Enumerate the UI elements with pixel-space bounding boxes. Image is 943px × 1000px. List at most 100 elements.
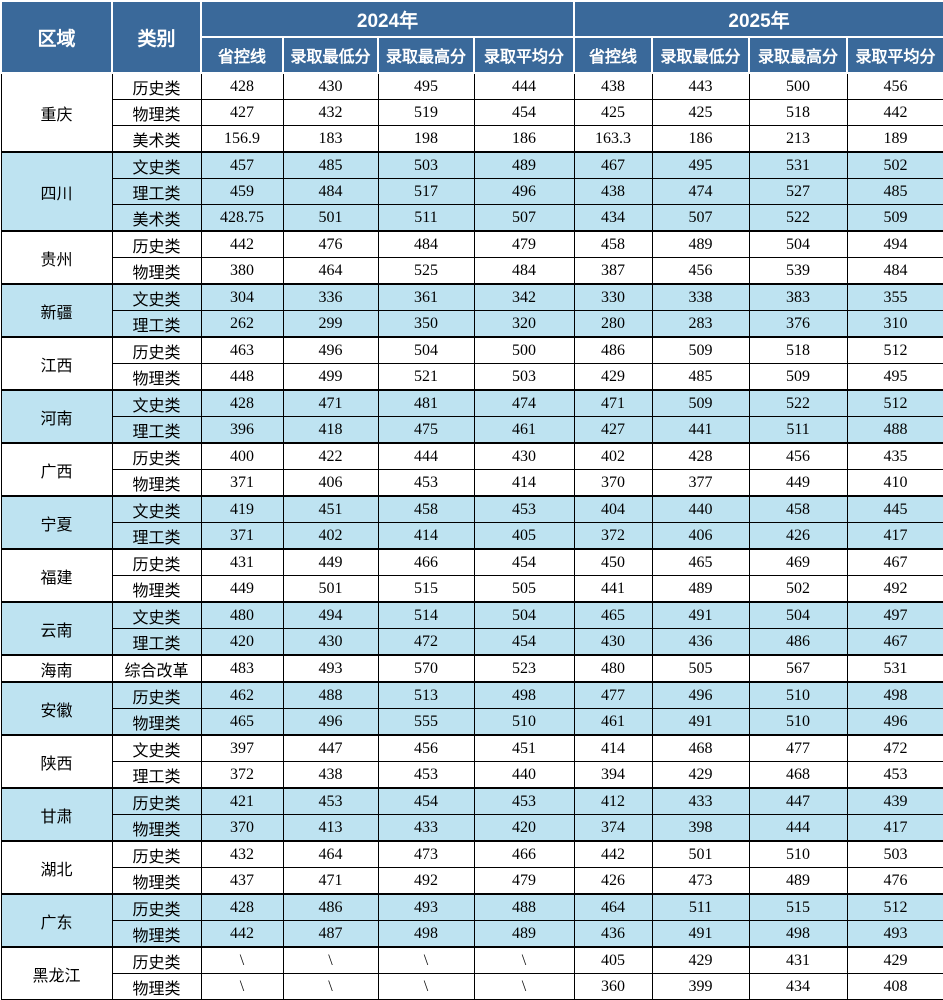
table-row: 江西 历史类 463 496 504 500 486 509 518 512 <box>0 336 943 391</box>
score-cell: 450 <box>573 548 653 576</box>
score-cell: 521 <box>377 363 475 391</box>
score-cell: 513 <box>377 681 475 709</box>
score-cell: 156.9 <box>200 125 284 153</box>
score-cell: 472 <box>846 734 943 762</box>
score-cell: 420 <box>473 814 575 842</box>
header-category: 类别 <box>111 0 202 74</box>
score-cell: 479 <box>473 230 575 258</box>
score-cell: 436 <box>573 920 653 948</box>
score-cell: 417 <box>846 522 943 550</box>
table-row: 陕西 文史类 397 447 456 451 414 468 477 472 <box>0 734 943 789</box>
score-cell: 453 <box>282 787 379 815</box>
score-cell: 510 <box>748 840 848 868</box>
score-cell: 398 <box>651 814 750 842</box>
score-cell: 430 <box>282 628 379 656</box>
table-row: 物理类 465 496 555 510 461 491 510 496 <box>1 708 943 736</box>
score-cell: 505 <box>651 654 750 683</box>
header-2024-min-score: 录取最低分 <box>282 36 379 74</box>
table-row: 甘肃 历史类 421 453 454 453 412 433 447 439 <box>0 787 943 842</box>
score-cell: 485 <box>282 151 379 179</box>
score-cell: 472 <box>377 628 475 656</box>
score-cell: 421 <box>200 787 284 815</box>
score-cell: 465 <box>200 708 284 736</box>
table-header: 区域 类别 2024年 2025年 省控线 录取最低分 录取最高分 录取平均分 … <box>0 0 943 74</box>
score-cell: 539 <box>748 257 848 285</box>
score-cell: 454 <box>473 628 575 656</box>
table-row: 理工类 372 438 453 440 394 429 468 453 <box>1 761 943 789</box>
category-cell: 理工类 <box>111 761 202 789</box>
score-cell: 515 <box>748 893 848 921</box>
category-cell: 文史类 <box>111 495 202 523</box>
score-cell: 567 <box>748 654 848 683</box>
score-cell: 405 <box>473 522 575 550</box>
score-cell: 396 <box>200 416 284 444</box>
score-cell: 494 <box>846 230 943 258</box>
header-2025-min-score: 录取最低分 <box>651 36 751 74</box>
score-cell: 422 <box>282 442 379 470</box>
score-cell: 434 <box>573 204 653 232</box>
score-cell: 486 <box>282 893 379 921</box>
score-cell: 504 <box>377 336 475 364</box>
score-cell: 497 <box>846 601 943 629</box>
score-cell: 454 <box>473 548 575 576</box>
header-2025-max-score: 录取最高分 <box>748 36 849 74</box>
header-2025-control-line: 省控线 <box>573 36 654 74</box>
score-cell: 433 <box>377 814 475 842</box>
table-row: 福建 历史类 431 449 466 454 450 465 469 467 <box>0 548 943 603</box>
score-cell: 522 <box>748 204 848 232</box>
table-row: 物理类 371 406 453 414 370 377 449 410 <box>1 469 943 497</box>
score-cell: 487 <box>282 920 379 948</box>
category-cell: 美术类 <box>111 125 202 153</box>
score-cell: 213 <box>748 125 848 153</box>
score-cell: 523 <box>473 654 575 683</box>
score-cell: 428 <box>651 442 750 470</box>
score-cell: 405 <box>573 946 653 974</box>
header-2024-control-line: 省控线 <box>200 36 284 74</box>
region-cell: 宁夏 <box>0 495 113 550</box>
score-cell: 186 <box>651 125 750 153</box>
score-cell: 493 <box>846 920 943 948</box>
score-cell: 469 <box>748 548 848 576</box>
score-cell: 464 <box>573 893 653 921</box>
category-cell: 综合改革 <box>111 654 202 683</box>
header-2024-avg-score: 录取平均分 <box>472 36 576 74</box>
table-row: 四川 文史类 457 485 503 489 467 495 531 502 <box>0 151 943 232</box>
score-cell: 406 <box>651 522 750 550</box>
score-cell: 518 <box>748 99 848 126</box>
score-cell: 410 <box>846 469 943 497</box>
score-cell: 338 <box>651 283 750 311</box>
header-year-2025: 2025年 <box>573 0 943 38</box>
category-cell: 历史类 <box>111 442 202 470</box>
score-cell: 419 <box>200 495 284 523</box>
score-cell: 492 <box>377 867 475 895</box>
score-cell: 525 <box>377 257 475 285</box>
score-cell: 429 <box>651 946 750 974</box>
score-cell: 471 <box>282 389 379 417</box>
score-cell: 480 <box>200 601 284 629</box>
score-cell: 428 <box>200 893 284 921</box>
score-cell: 436 <box>651 628 750 656</box>
score-cell: 489 <box>748 867 848 895</box>
score-cell: 512 <box>846 389 943 417</box>
region-cell: 甘肃 <box>0 787 113 842</box>
score-cell: 376 <box>748 310 848 338</box>
score-cell: 465 <box>573 601 653 629</box>
score-cell: 442 <box>846 99 943 126</box>
score-cell: 430 <box>282 72 379 100</box>
category-cell: 历史类 <box>111 548 202 576</box>
score-cell: 461 <box>473 416 575 444</box>
score-cell: 474 <box>473 389 575 417</box>
score-cell: 489 <box>651 575 750 603</box>
table-row: 理工类 459 484 517 496 438 474 527 485 <box>1 178 943 205</box>
score-cell: 451 <box>473 734 575 762</box>
score-cell: 474 <box>651 178 750 205</box>
score-cell: 404 <box>573 495 653 523</box>
region-cell: 江西 <box>0 336 113 391</box>
score-cell: 496 <box>282 336 379 364</box>
score-cell: 402 <box>282 522 379 550</box>
score-cell: 432 <box>282 99 379 126</box>
score-cell: 402 <box>573 442 653 470</box>
region-cell: 河南 <box>0 389 113 444</box>
score-cell: 426 <box>748 522 848 550</box>
score-cell: 496 <box>846 708 943 736</box>
